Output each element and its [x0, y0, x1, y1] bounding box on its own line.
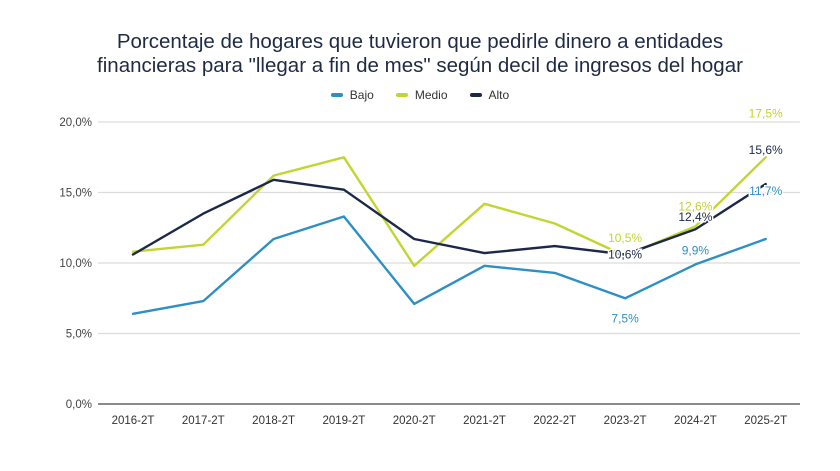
y-tick-label: 15,0% — [59, 188, 92, 200]
legend-swatch-medio — [395, 93, 408, 97]
data-label-bajo: 11,7% — [749, 184, 782, 198]
x-tick-label: 2024-2T — [674, 415, 717, 427]
chart-title-line-1: Porcentaje de hogares que tuvieron que p… — [116, 30, 724, 53]
x-tick-label: 2018-2T — [252, 415, 295, 427]
legend-item-bajo: Bajo — [330, 88, 374, 102]
x-tick-label: 2023-2T — [604, 415, 647, 427]
series-line-medio — [131, 156, 767, 267]
y-tick-label: 20,0% — [59, 117, 92, 129]
legend-item-medio: Medio — [395, 88, 448, 102]
chart-title: Porcentaje de hogares que tuvieron que p… — [0, 30, 840, 78]
x-tick-label: 2020-2T — [393, 415, 436, 427]
data-label-alto: 12,4% — [678, 210, 712, 224]
legend-swatch-bajo — [330, 93, 343, 97]
y-tick-label: 0,0% — [66, 399, 92, 411]
y-tick-label: 5,0% — [66, 329, 92, 341]
data-label-medio: 17,5% — [749, 106, 783, 120]
x-tick-label: 2025-2T — [744, 415, 787, 427]
x-tick-label: 2021-2T — [463, 415, 506, 427]
x-tick-label: 2019-2T — [322, 415, 365, 427]
legend-item-alto: Alto — [469, 88, 510, 102]
legend-label-medio: Medio — [414, 88, 448, 102]
data-label-medio: 12,6% — [678, 199, 712, 213]
data-label-bajo: 9,9% — [682, 243, 710, 257]
chart-legend: Bajo Medio Alto — [0, 88, 840, 102]
legend-swatch-alto — [469, 93, 482, 97]
data-label-alto: 15,6% — [749, 143, 783, 157]
legend-label-bajo: Bajo — [349, 88, 374, 102]
x-tick-label: 2017-2T — [182, 415, 225, 427]
x-tick-label: 2016-2T — [112, 415, 155, 427]
series-line-alto — [131, 178, 767, 256]
y-tick-label: 10,0% — [59, 258, 92, 270]
x-tick-label: 2022-2T — [533, 415, 576, 427]
data-label-medio: 10,5% — [608, 231, 642, 245]
series-line-bajo — [131, 215, 767, 315]
legend-label-alto: Alto — [488, 88, 510, 102]
data-label-alto: 10,6% — [608, 248, 642, 262]
chart-title-line-2: financieras para "llegar a fin de mes" s… — [97, 54, 743, 77]
data-label-bajo: 7,5% — [611, 311, 639, 325]
